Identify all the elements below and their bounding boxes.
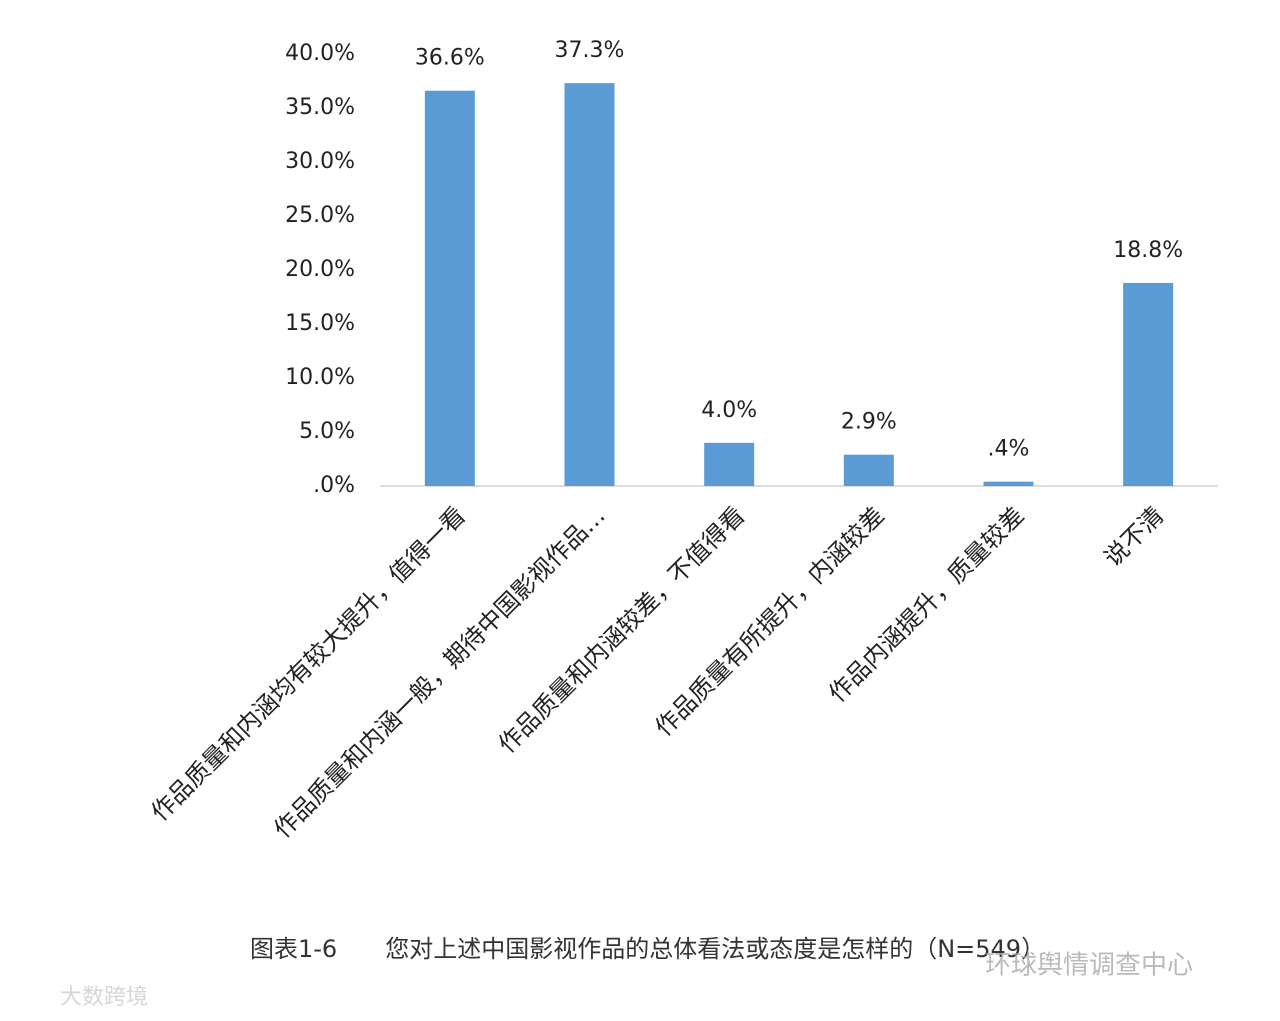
value-label: 36.6% (415, 46, 485, 71)
x-tick-label: 作品质量和内涵较差，不值得看 (493, 501, 750, 758)
y-tick-label: 10.0% (285, 365, 355, 390)
bar (424, 90, 475, 486)
y-tick-label: 35.0% (285, 95, 355, 120)
value-label: 18.8% (1113, 238, 1183, 263)
x-tick-label: 作品质量有所提升，内涵较差 (650, 501, 890, 741)
y-tick-label: 25.0% (285, 203, 355, 228)
value-label: .4% (988, 437, 1030, 462)
bar (843, 454, 894, 486)
bar (564, 83, 615, 486)
y-tick-label: 30.0% (285, 149, 355, 174)
value-label: 37.3% (555, 38, 625, 63)
bar (983, 481, 1034, 486)
watermark: 环球舆情调查中心 (985, 951, 1193, 981)
x-tick-label: 作品质量和内涵均有较大提升，值得一看 (146, 501, 471, 826)
bar (704, 442, 755, 486)
x-tick-label: 说不清 (1099, 501, 1170, 572)
value-label: 4.0% (701, 398, 757, 423)
value-label: 2.9% (841, 410, 897, 435)
watermark: 大数跨境 (60, 985, 148, 1010)
bar (1123, 282, 1174, 486)
chart-caption: 图表1-6 您对上述中国影视作品的总体看法或态度是怎样的（N=549） (250, 935, 1045, 963)
y-tick-label: 20.0% (285, 257, 355, 282)
y-tick-label: 15.0% (285, 311, 355, 336)
y-tick-label: 5.0% (299, 419, 355, 444)
y-tick-label: 40.0% (285, 41, 355, 66)
y-tick-label: .0% (313, 473, 355, 498)
